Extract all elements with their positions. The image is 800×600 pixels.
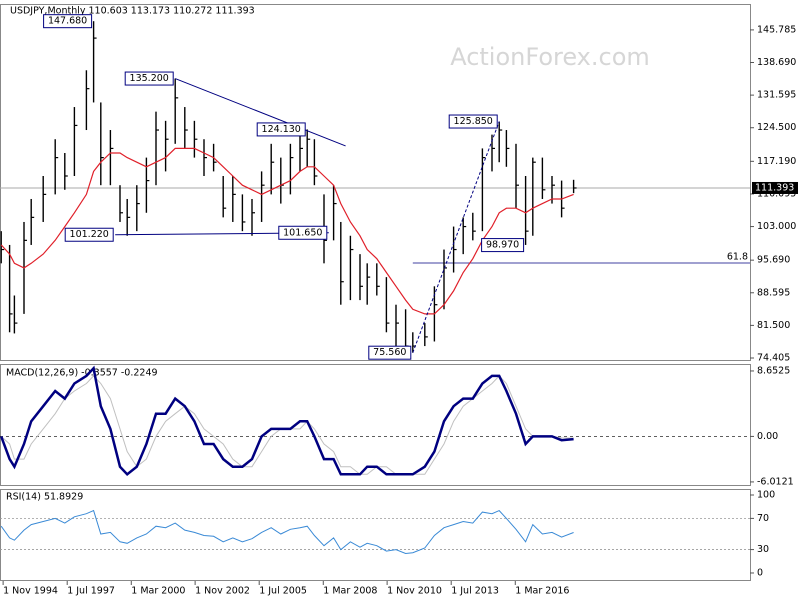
rsi-title: RSI(14) 51.8929 — [6, 492, 83, 503]
x-tick-label: 1 Mar 2016 — [515, 586, 569, 597]
y-tick-label: 95.690 — [757, 255, 790, 266]
y-tick-label: 70 — [757, 513, 769, 524]
y-tick-label: 124.500 — [757, 122, 796, 133]
y-tick-label: 117.190 — [757, 156, 796, 167]
y-tick-label: 131.595 — [757, 90, 796, 101]
x-tick-label: 1 Nov 2002 — [195, 586, 250, 597]
fib-label: 61.8 — [727, 251, 748, 262]
price-label-box — [64, 227, 114, 242]
y-tick-label: 100 — [757, 489, 775, 500]
y-tick-label: 145.785 — [757, 24, 796, 35]
y-tick-label: 0 — [757, 567, 763, 578]
x-tick-label: 1 Nov 2010 — [387, 586, 442, 597]
x-tick-label: 1 Jul 2005 — [259, 586, 307, 597]
y-tick-label: 0.00 — [757, 431, 778, 442]
price-label: 101.220 — [70, 229, 109, 240]
price-label: 125.850 — [454, 116, 493, 127]
price-label: 135.200 — [130, 73, 169, 84]
rsi-line — [0, 509, 574, 555]
macd-panel — [0, 364, 751, 486]
price-label: 75.560 — [373, 347, 406, 358]
price-label-box — [481, 238, 525, 253]
macd-title: MACD(12,26,9) -0.3557 -0.2249 — [6, 368, 158, 379]
last-price-label: 111.393 — [755, 182, 794, 193]
y-tick-label: 88.595 — [757, 287, 790, 298]
x-tick-label: 1 Jul 2013 — [451, 586, 499, 597]
price-label: 101.650 — [283, 227, 322, 238]
price-label-box — [124, 71, 174, 86]
y-tick-label: -6.0121 — [757, 476, 794, 487]
x-tick-label: 1 Mar 2008 — [323, 586, 377, 597]
y-tick-label: 103.000 — [757, 221, 796, 232]
chart-title: USDJPY,Monthly 110.603 113.173 110.272 1… — [10, 6, 255, 17]
y-tick-label: 138.690 — [757, 57, 796, 68]
x-tick-label: 1 Mar 2000 — [131, 586, 185, 597]
price-label-box — [448, 114, 498, 129]
price-label-box — [368, 345, 412, 360]
y-tick-label: 30 — [757, 544, 769, 555]
y-tick-label: 74.405 — [757, 353, 790, 364]
watermark: ActionForex.com — [450, 43, 650, 71]
price-label: 124.130 — [262, 124, 301, 135]
macd-line — [0, 365, 574, 476]
price-label: 98.970 — [486, 240, 519, 251]
price-label-box — [43, 14, 93, 29]
moving-average — [0, 147, 574, 315]
x-tick-label: 1 Nov 1994 — [3, 586, 58, 597]
trendline — [175, 78, 346, 147]
x-tick-label: 1 Jul 1997 — [67, 586, 115, 597]
price-label-box — [278, 225, 328, 240]
y-tick-label: 81.500 — [757, 320, 790, 331]
price-label: 147.680 — [48, 16, 87, 27]
y-tick-label: 8.6525 — [757, 365, 790, 376]
rsi-panel — [0, 489, 751, 581]
price-panel — [0, 4, 751, 361]
last-price-box — [752, 181, 798, 194]
trendline — [412, 121, 500, 353]
price-label-box — [256, 122, 306, 137]
